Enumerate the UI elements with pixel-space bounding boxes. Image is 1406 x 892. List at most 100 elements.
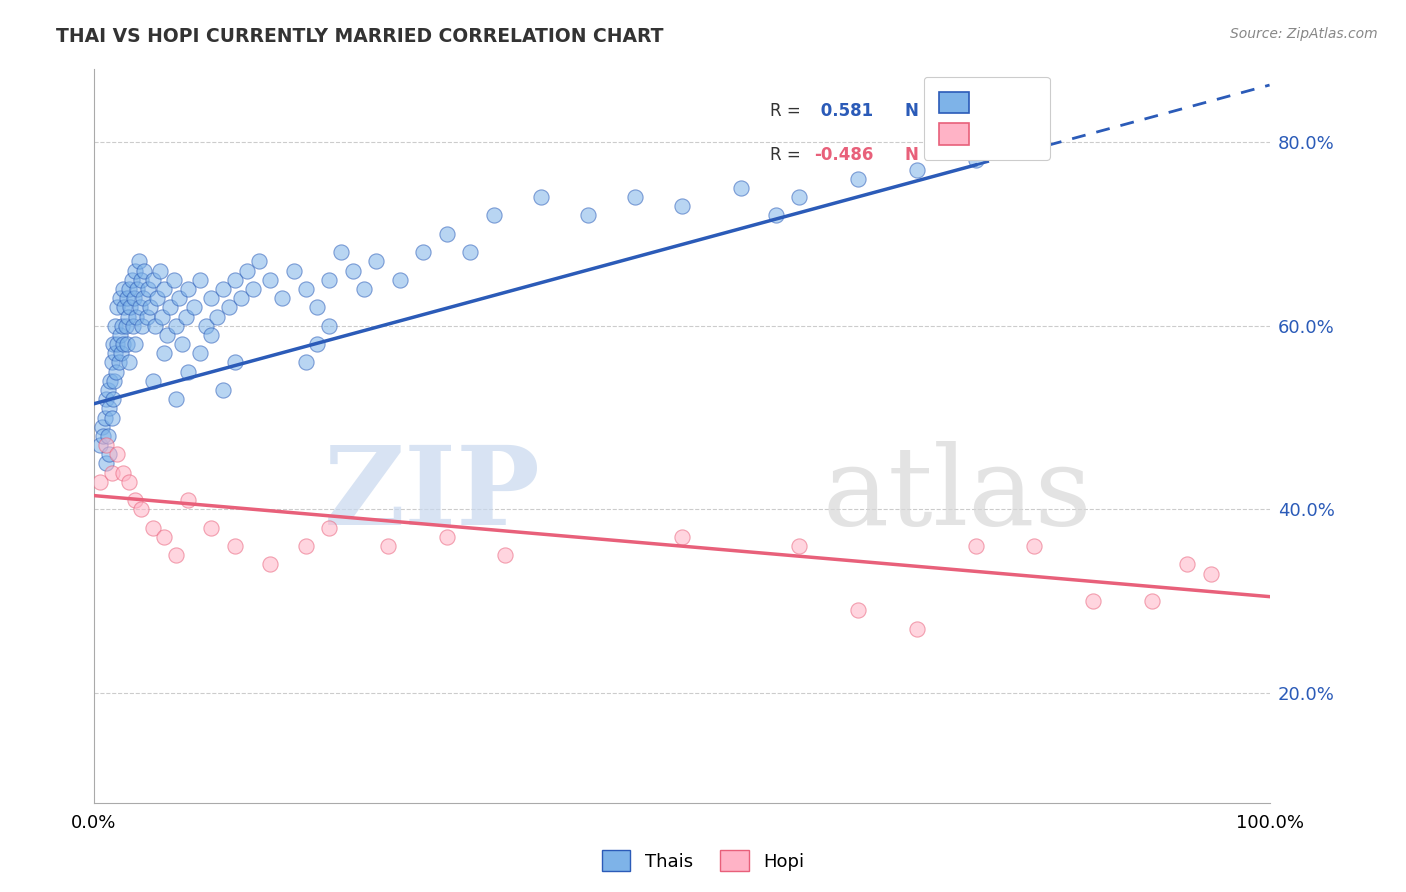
Point: [107, 301, 129, 315]
Point: [91, 419, 114, 434]
Point: [112, 337, 135, 351]
Point: [1140, 594, 1163, 608]
Point: [103, 374, 125, 388]
Text: N = 30: N = 30: [905, 145, 967, 163]
Point: [121, 273, 143, 287]
Point: [623, 190, 645, 204]
Point: [142, 273, 165, 287]
Point: [135, 310, 157, 324]
Point: [482, 209, 505, 223]
Point: [131, 318, 153, 333]
Point: [100, 466, 122, 480]
Point: [530, 190, 553, 204]
Point: [1024, 539, 1046, 553]
Point: [177, 282, 200, 296]
Point: [965, 153, 987, 168]
Point: [163, 273, 186, 287]
Point: [1083, 594, 1105, 608]
Point: [188, 273, 211, 287]
Point: [129, 502, 152, 516]
Point: [118, 282, 141, 296]
Point: [124, 263, 146, 277]
Point: [94, 457, 117, 471]
Point: [177, 493, 200, 508]
Point: [229, 291, 252, 305]
Point: [307, 301, 329, 315]
Point: [100, 355, 122, 369]
Point: [377, 539, 399, 553]
Point: [111, 318, 134, 333]
Point: [494, 549, 516, 563]
Point: [165, 392, 187, 406]
Legend:           ,           : ,: [924, 77, 1050, 160]
Point: [200, 521, 222, 535]
Point: [97, 429, 120, 443]
Point: [188, 346, 211, 360]
Point: [107, 355, 129, 369]
Point: [271, 291, 294, 305]
Point: [1199, 566, 1222, 581]
Point: [124, 493, 146, 508]
Point: [153, 346, 176, 360]
Text: N = 115: N = 115: [905, 102, 979, 120]
Point: [730, 181, 752, 195]
Point: [167, 291, 190, 305]
Point: [115, 291, 138, 305]
Point: [107, 337, 129, 351]
Point: [294, 355, 316, 369]
Point: [194, 318, 217, 333]
Point: [100, 410, 122, 425]
Point: [101, 392, 124, 406]
Point: [150, 310, 173, 324]
Point: [436, 530, 458, 544]
Point: [156, 327, 179, 342]
Text: R =: R =: [770, 102, 806, 120]
Point: [110, 346, 132, 360]
Point: [307, 337, 329, 351]
Point: [153, 530, 176, 544]
Point: [114, 301, 136, 315]
Point: [146, 291, 169, 305]
Point: [118, 355, 141, 369]
Point: [342, 263, 364, 277]
Point: [122, 291, 145, 305]
Point: [129, 273, 152, 287]
Point: [105, 365, 128, 379]
Point: [89, 475, 111, 489]
Point: [671, 530, 693, 544]
Point: [134, 263, 156, 277]
Point: [136, 282, 159, 296]
Point: [1175, 558, 1198, 572]
Point: [1024, 144, 1046, 158]
Point: [207, 310, 229, 324]
Point: [259, 273, 281, 287]
Point: [165, 318, 187, 333]
Point: [112, 466, 135, 480]
Point: [128, 254, 150, 268]
Point: [108, 327, 131, 342]
Point: [174, 310, 197, 324]
Point: [965, 539, 987, 553]
Point: [91, 429, 114, 443]
Point: [115, 337, 138, 351]
Point: [132, 291, 155, 305]
Point: [200, 327, 222, 342]
Point: [212, 383, 235, 397]
Point: [118, 475, 141, 489]
Point: [121, 318, 143, 333]
Point: [165, 549, 187, 563]
Point: [224, 273, 246, 287]
Point: [200, 291, 222, 305]
Point: [765, 209, 787, 223]
Point: [318, 273, 340, 287]
Point: [127, 282, 149, 296]
Point: [177, 365, 200, 379]
Point: [117, 310, 139, 324]
Point: [671, 199, 693, 213]
Point: [353, 282, 375, 296]
Point: [114, 318, 136, 333]
Point: [294, 282, 316, 296]
Text: atlas: atlas: [823, 442, 1092, 549]
Point: [100, 374, 122, 388]
Point: [89, 438, 111, 452]
